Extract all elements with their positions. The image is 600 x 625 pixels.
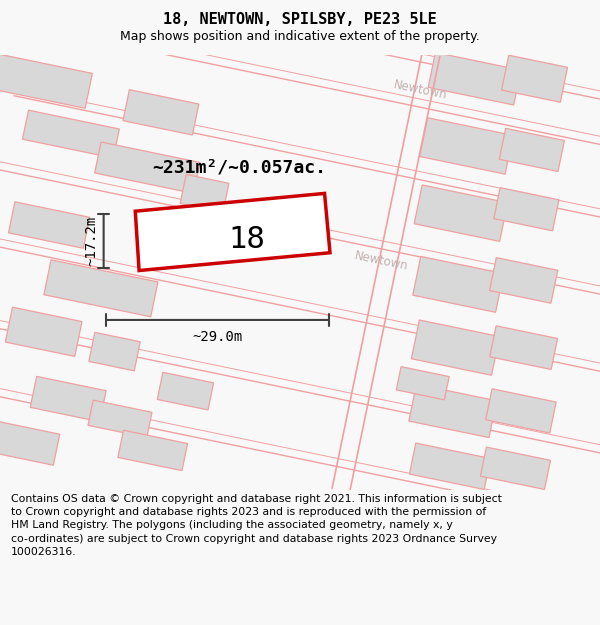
Polygon shape [414,185,508,241]
Polygon shape [396,367,449,400]
Polygon shape [490,258,558,303]
Text: Map shows position and indicative extent of the property.: Map shows position and indicative extent… [120,30,480,43]
Polygon shape [5,308,82,356]
Polygon shape [23,110,119,158]
Polygon shape [412,320,500,375]
Polygon shape [494,188,559,231]
Polygon shape [135,193,330,271]
Polygon shape [89,332,140,371]
Text: 18: 18 [229,226,266,254]
Polygon shape [502,55,568,102]
Polygon shape [481,447,551,489]
Polygon shape [0,420,60,465]
Polygon shape [157,372,214,410]
Polygon shape [0,49,92,108]
Text: Newtown: Newtown [392,79,448,102]
Text: 18, NEWTOWN, SPILSBY, PE23 5LE: 18, NEWTOWN, SPILSBY, PE23 5LE [163,12,437,27]
Polygon shape [30,376,106,422]
Polygon shape [118,430,188,471]
Polygon shape [490,326,557,369]
Polygon shape [485,389,556,433]
Polygon shape [123,89,199,135]
Polygon shape [88,400,152,437]
Polygon shape [409,384,497,438]
Polygon shape [44,260,158,317]
Text: ~17.2m: ~17.2m [85,216,98,266]
Polygon shape [419,118,513,174]
Polygon shape [180,174,229,213]
Polygon shape [95,142,200,193]
Polygon shape [8,202,89,248]
Text: Newtown: Newtown [354,249,410,272]
Text: ~29.0m: ~29.0m [193,330,243,344]
Text: Contains OS data © Crown copyright and database right 2021. This information is : Contains OS data © Crown copyright and d… [11,494,502,557]
Text: ~231m²/~0.057ac.: ~231m²/~0.057ac. [153,159,327,177]
Polygon shape [428,52,521,105]
Polygon shape [409,443,491,489]
Polygon shape [413,256,503,312]
Polygon shape [499,128,565,171]
